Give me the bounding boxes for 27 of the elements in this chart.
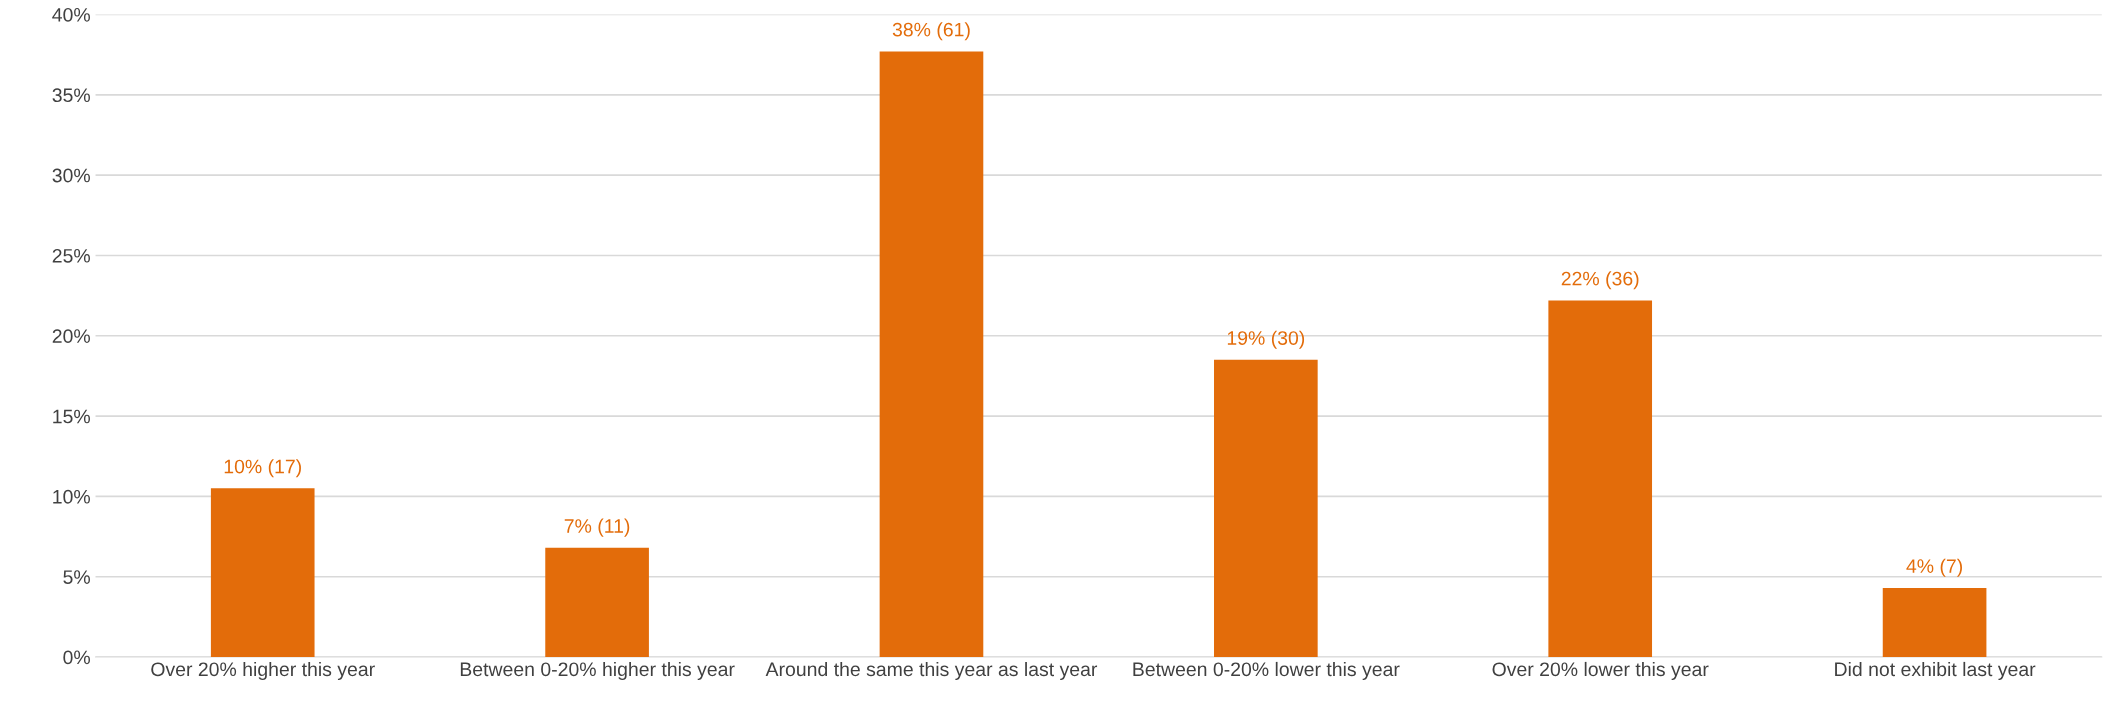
x-tick-label: Between 0-20% lower this year	[1133, 661, 1400, 681]
y-tick-label: 20%	[52, 329, 90, 344]
y-tick-label: 35%	[52, 88, 90, 103]
bar	[879, 51, 984, 658]
data-label: 10% (17)	[224, 459, 301, 478]
y-tick-label: 15%	[53, 409, 90, 424]
x-tick-label: Over 20% higher this year	[151, 661, 375, 681]
y-tick-label: 5%	[63, 570, 90, 584]
data-label: 19% (30)	[1227, 330, 1305, 349]
data-label: 22% (36)	[1561, 271, 1639, 290]
data-label: 38% (61)	[892, 22, 970, 41]
data-label: 4% (7)	[1906, 558, 1963, 577]
bar	[1548, 300, 1653, 658]
bar	[210, 488, 315, 658]
y-tick-label: 10%	[53, 489, 90, 504]
bar	[1882, 587, 1987, 658]
y-tick-label: 30%	[52, 168, 90, 183]
y-tick-label: 25%	[52, 248, 90, 263]
bar	[545, 547, 649, 658]
x-tick-label: Around the same this year as last year	[765, 661, 1098, 681]
y-tick-label: 0%	[63, 650, 90, 665]
x-tick-label: Between 0-20% higher this year	[460, 661, 735, 681]
x-tick-label: Over 20% lower this year	[1492, 661, 1709, 681]
y-tick-label: 40%	[52, 7, 90, 22]
bar	[1214, 359, 1318, 658]
x-tick-label: Did not exhibit last year	[1835, 661, 2036, 681]
data-label: 7% (11)	[564, 518, 630, 537]
